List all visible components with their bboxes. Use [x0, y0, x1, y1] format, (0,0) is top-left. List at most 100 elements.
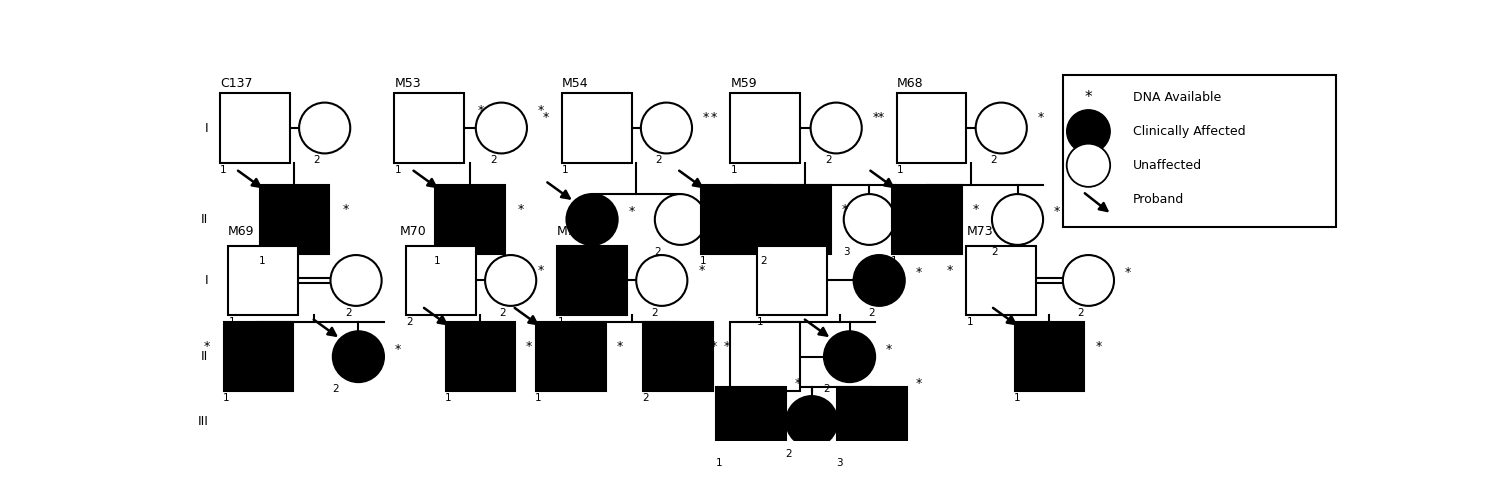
Text: *: *: [1054, 205, 1060, 218]
Text: 1: 1: [562, 164, 568, 175]
Text: I: I: [206, 121, 209, 135]
Text: 1: 1: [1014, 393, 1020, 403]
Text: *: *: [873, 111, 879, 124]
Bar: [897, 94, 966, 163]
Text: 2: 2: [490, 155, 496, 165]
Bar: [1064, 75, 1336, 227]
Bar: [228, 246, 298, 315]
Ellipse shape: [330, 255, 381, 306]
Text: 1: 1: [444, 393, 452, 403]
Text: 2: 2: [332, 384, 339, 394]
Text: 1: 1: [758, 317, 764, 327]
Text: M53: M53: [394, 77, 422, 90]
Bar: [758, 246, 826, 315]
Ellipse shape: [853, 255, 904, 306]
Text: *: *: [538, 263, 544, 277]
Bar: [644, 322, 712, 392]
Text: 1: 1: [700, 256, 706, 266]
Text: 1: 1: [716, 458, 722, 468]
Bar: [537, 322, 606, 392]
Text: *: *: [394, 343, 400, 355]
Text: 2: 2: [868, 308, 874, 318]
Text: 1: 1: [258, 256, 266, 266]
Text: II: II: [201, 213, 208, 226]
Text: 2: 2: [656, 155, 662, 165]
Text: Clinically Affected: Clinically Affected: [1132, 125, 1245, 138]
Text: *: *: [711, 340, 717, 353]
Text: *: *: [1084, 90, 1092, 105]
Text: Proband: Proband: [1132, 193, 1184, 205]
Text: 1: 1: [566, 247, 572, 257]
Text: 1: 1: [729, 393, 735, 403]
Text: *: *: [878, 111, 884, 124]
Bar: [700, 185, 771, 254]
Text: *: *: [543, 111, 549, 124]
Bar: [260, 185, 330, 254]
Ellipse shape: [810, 102, 861, 153]
Ellipse shape: [786, 396, 837, 447]
Text: *: *: [628, 205, 634, 218]
Text: I: I: [206, 274, 209, 287]
Text: M68: M68: [897, 77, 922, 90]
Text: 2: 2: [990, 155, 998, 165]
Text: 2: 2: [992, 247, 998, 257]
Text: *: *: [704, 111, 710, 124]
Text: 1: 1: [730, 164, 736, 175]
Bar: [966, 246, 1036, 315]
Ellipse shape: [636, 255, 687, 306]
Text: *: *: [342, 202, 348, 216]
Text: *: *: [1125, 266, 1131, 279]
Text: M71: M71: [556, 225, 584, 238]
Ellipse shape: [1066, 144, 1110, 187]
Text: *: *: [724, 340, 730, 353]
Text: II: II: [201, 350, 208, 363]
Ellipse shape: [567, 194, 618, 245]
Text: 2: 2: [314, 155, 321, 165]
Ellipse shape: [656, 194, 706, 245]
Ellipse shape: [992, 194, 1042, 245]
Text: *: *: [309, 236, 315, 248]
Text: *: *: [616, 340, 622, 353]
Text: *: *: [518, 202, 525, 216]
Bar: [1014, 322, 1084, 392]
Text: *: *: [711, 111, 717, 124]
Bar: [435, 185, 506, 254]
Ellipse shape: [484, 255, 537, 306]
Bar: [406, 246, 476, 315]
Text: 3: 3: [837, 458, 843, 468]
Text: 1: 1: [228, 317, 236, 327]
Text: *: *: [477, 104, 483, 117]
Text: 2: 2: [825, 155, 833, 165]
Bar: [892, 185, 962, 254]
Ellipse shape: [975, 102, 1028, 153]
Text: M69: M69: [228, 225, 255, 238]
Bar: [220, 94, 290, 163]
Text: 2: 2: [651, 308, 657, 318]
Text: *: *: [1095, 340, 1101, 353]
Text: 2: 2: [345, 308, 351, 318]
Text: *: *: [698, 263, 705, 277]
Text: 2: 2: [500, 308, 507, 318]
Text: *: *: [782, 202, 788, 216]
Text: *: *: [538, 104, 544, 117]
Text: 1: 1: [897, 164, 903, 175]
Text: 1: 1: [394, 164, 400, 175]
Bar: [446, 322, 516, 392]
Text: 2: 2: [642, 393, 650, 403]
Text: *: *: [842, 202, 848, 216]
Text: 1: 1: [558, 317, 564, 327]
Text: M73: M73: [966, 225, 993, 238]
Bar: [394, 94, 464, 163]
Ellipse shape: [1066, 110, 1110, 153]
Bar: [730, 322, 800, 392]
Bar: [730, 94, 800, 163]
Text: DNA Available: DNA Available: [1132, 91, 1221, 104]
Text: 1: 1: [220, 164, 226, 175]
Text: *: *: [915, 377, 922, 390]
Text: 2: 2: [824, 384, 830, 394]
Text: *: *: [972, 202, 980, 216]
Text: 1: 1: [433, 256, 441, 266]
Text: 1: 1: [536, 393, 542, 403]
Ellipse shape: [476, 102, 526, 153]
Text: 3: 3: [843, 247, 849, 257]
